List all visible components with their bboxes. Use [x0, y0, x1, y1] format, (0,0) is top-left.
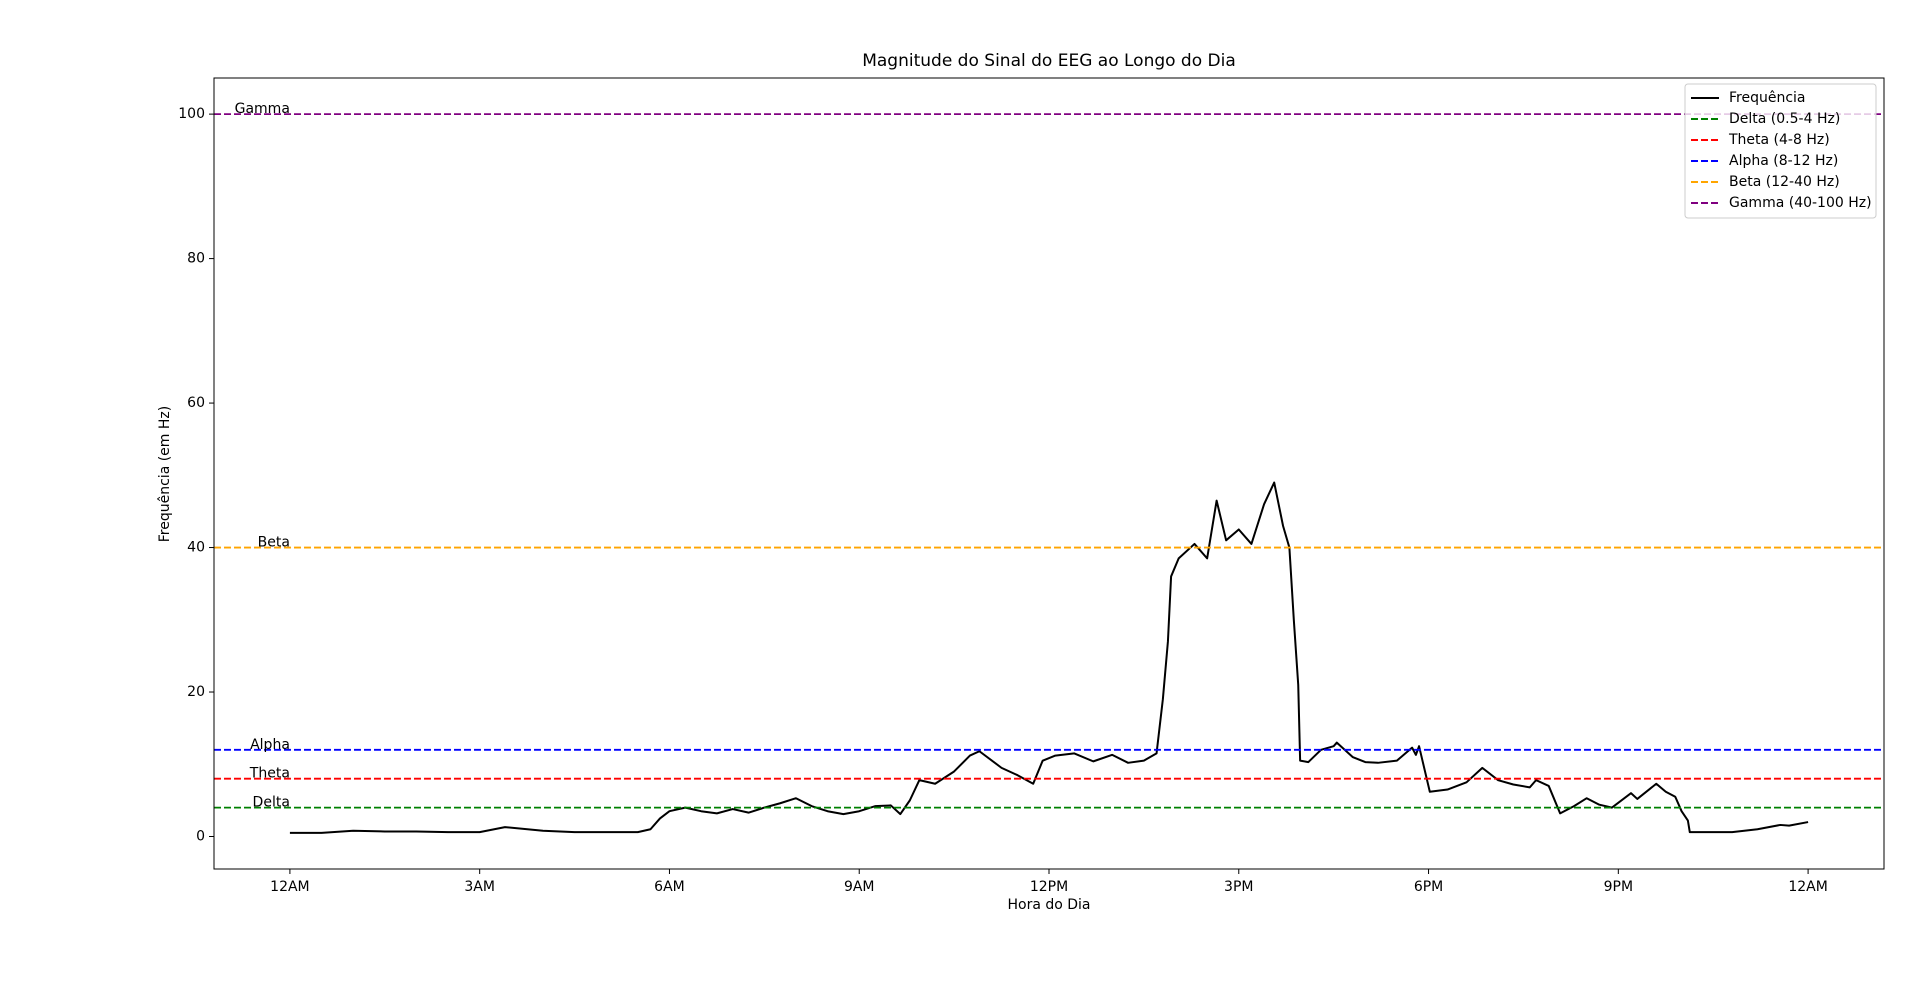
- x-tick-label: 9AM: [844, 879, 875, 895]
- plot-frame: [213, 77, 1885, 870]
- reference-label: Theta: [249, 766, 290, 782]
- reference-label: Delta: [253, 795, 290, 811]
- y-tick-label: 80: [187, 251, 205, 267]
- x-tick-label: 3PM: [1224, 879, 1253, 895]
- y-tick-label: 60: [187, 395, 205, 411]
- y-tick-label: 20: [187, 684, 205, 700]
- data-line: [289, 481, 1809, 834]
- chart-title: Magnitude do Sinal do EEG ao Longo do Di…: [862, 51, 1236, 71]
- x-tick-label: 6PM: [1414, 879, 1443, 895]
- legend-label: Theta (4-8 Hz): [1728, 132, 1830, 148]
- x-tick-label: 3AM: [464, 879, 495, 895]
- legend-label: Beta (12-40 Hz): [1729, 174, 1840, 190]
- y-axis-label: Frequência (em Hz): [157, 406, 173, 542]
- legend-label: Gamma (40-100 Hz): [1729, 195, 1872, 211]
- legend-box: [1684, 83, 1877, 219]
- y-tick-label: 0: [196, 828, 205, 844]
- y-tick-label: 40: [187, 540, 205, 556]
- reference-label: Beta: [258, 535, 290, 551]
- x-tick-label: 6AM: [654, 879, 685, 895]
- x-tick-label: 12AM: [1788, 879, 1827, 895]
- reference-label: Gamma: [235, 101, 290, 117]
- x-tick-label: 9PM: [1604, 879, 1633, 895]
- legend-label: Frequência: [1729, 90, 1806, 106]
- x-tick-label: 12PM: [1030, 879, 1068, 895]
- y-tick-label: 100: [178, 106, 205, 122]
- x-tick-label: 12AM: [270, 879, 309, 895]
- legend-label: Delta (0.5-4 Hz): [1729, 111, 1840, 127]
- x-axis-label: Hora do Dia: [1007, 897, 1090, 913]
- legend-label: Alpha (8-12 Hz): [1729, 153, 1838, 169]
- reference-label: Alpha: [250, 737, 290, 753]
